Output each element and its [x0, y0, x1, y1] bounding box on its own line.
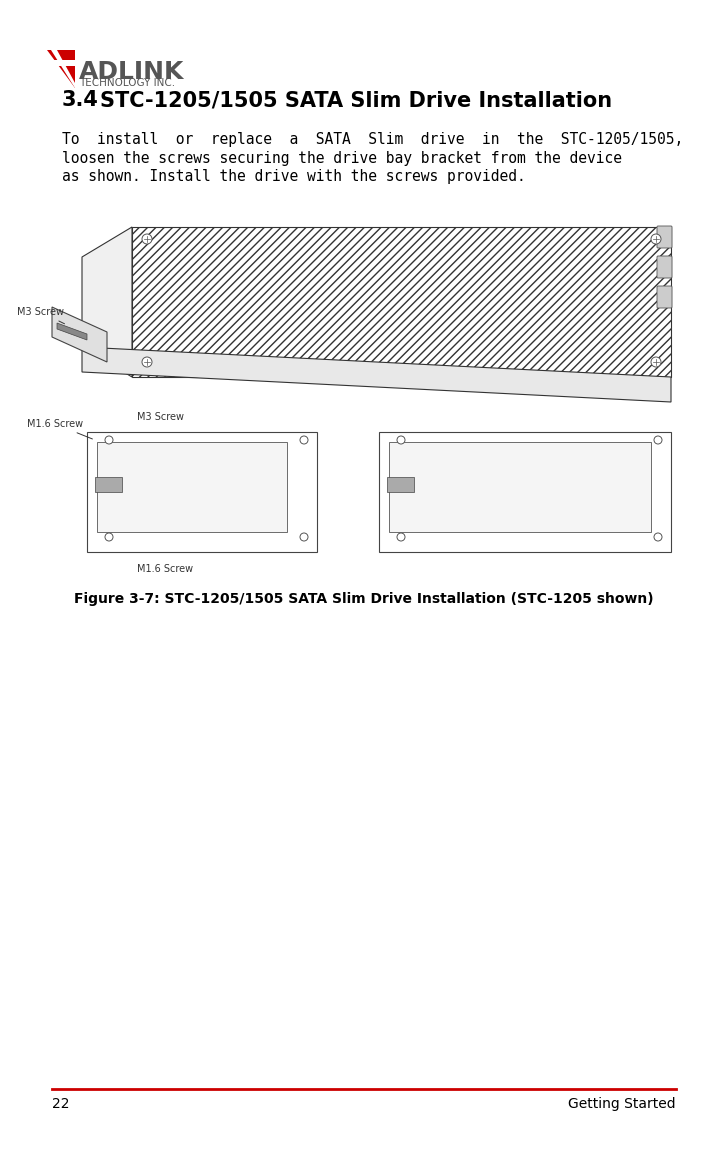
Text: 3.4: 3.4: [62, 90, 99, 110]
FancyBboxPatch shape: [657, 286, 672, 308]
Polygon shape: [52, 307, 107, 361]
Circle shape: [651, 234, 661, 244]
Polygon shape: [387, 477, 414, 492]
Text: loosen the screws securing the drive bay bracket from the device: loosen the screws securing the drive bay…: [62, 150, 622, 166]
Polygon shape: [95, 477, 122, 492]
Polygon shape: [82, 227, 132, 377]
Text: M1.6 Screw: M1.6 Screw: [137, 564, 193, 574]
Text: M1.6 Screw: M1.6 Screw: [27, 419, 92, 438]
Text: 22: 22: [52, 1097, 69, 1111]
Circle shape: [397, 533, 405, 541]
Polygon shape: [47, 50, 75, 87]
Polygon shape: [389, 442, 651, 532]
Polygon shape: [51, 50, 75, 87]
Circle shape: [654, 436, 662, 444]
Text: M3 Screw: M3 Screw: [17, 307, 65, 324]
Polygon shape: [82, 347, 671, 402]
FancyBboxPatch shape: [657, 226, 672, 248]
Text: Getting Started: Getting Started: [569, 1097, 676, 1111]
Polygon shape: [97, 442, 287, 532]
Polygon shape: [87, 431, 317, 552]
Circle shape: [142, 357, 152, 367]
Circle shape: [142, 234, 152, 244]
Text: M3 Screw: M3 Screw: [137, 412, 184, 422]
Polygon shape: [379, 431, 671, 552]
Circle shape: [651, 357, 661, 367]
Polygon shape: [47, 59, 75, 66]
Circle shape: [397, 436, 405, 444]
Circle shape: [300, 436, 308, 444]
Text: TECHNOLOGY INC.: TECHNOLOGY INC.: [79, 78, 175, 87]
Circle shape: [654, 533, 662, 541]
Text: Figure 3-7: STC-1205/1505 SATA Slim Drive Installation (STC-1205 shown): Figure 3-7: STC-1205/1505 SATA Slim Driv…: [74, 592, 654, 606]
Circle shape: [105, 436, 113, 444]
Text: ADLINK: ADLINK: [79, 59, 184, 84]
Polygon shape: [132, 227, 671, 377]
Circle shape: [300, 533, 308, 541]
Text: as shown. Install the drive with the screws provided.: as shown. Install the drive with the scr…: [62, 169, 526, 184]
Text: STC-1205/1505 SATA Slim Drive Installation: STC-1205/1505 SATA Slim Drive Installati…: [100, 90, 612, 110]
Polygon shape: [57, 323, 87, 340]
Text: To  install  or  replace  a  SATA  Slim  drive  in  the  STC-1205/1505,: To install or replace a SATA Slim drive …: [62, 132, 684, 147]
Circle shape: [105, 533, 113, 541]
FancyBboxPatch shape: [657, 257, 672, 278]
